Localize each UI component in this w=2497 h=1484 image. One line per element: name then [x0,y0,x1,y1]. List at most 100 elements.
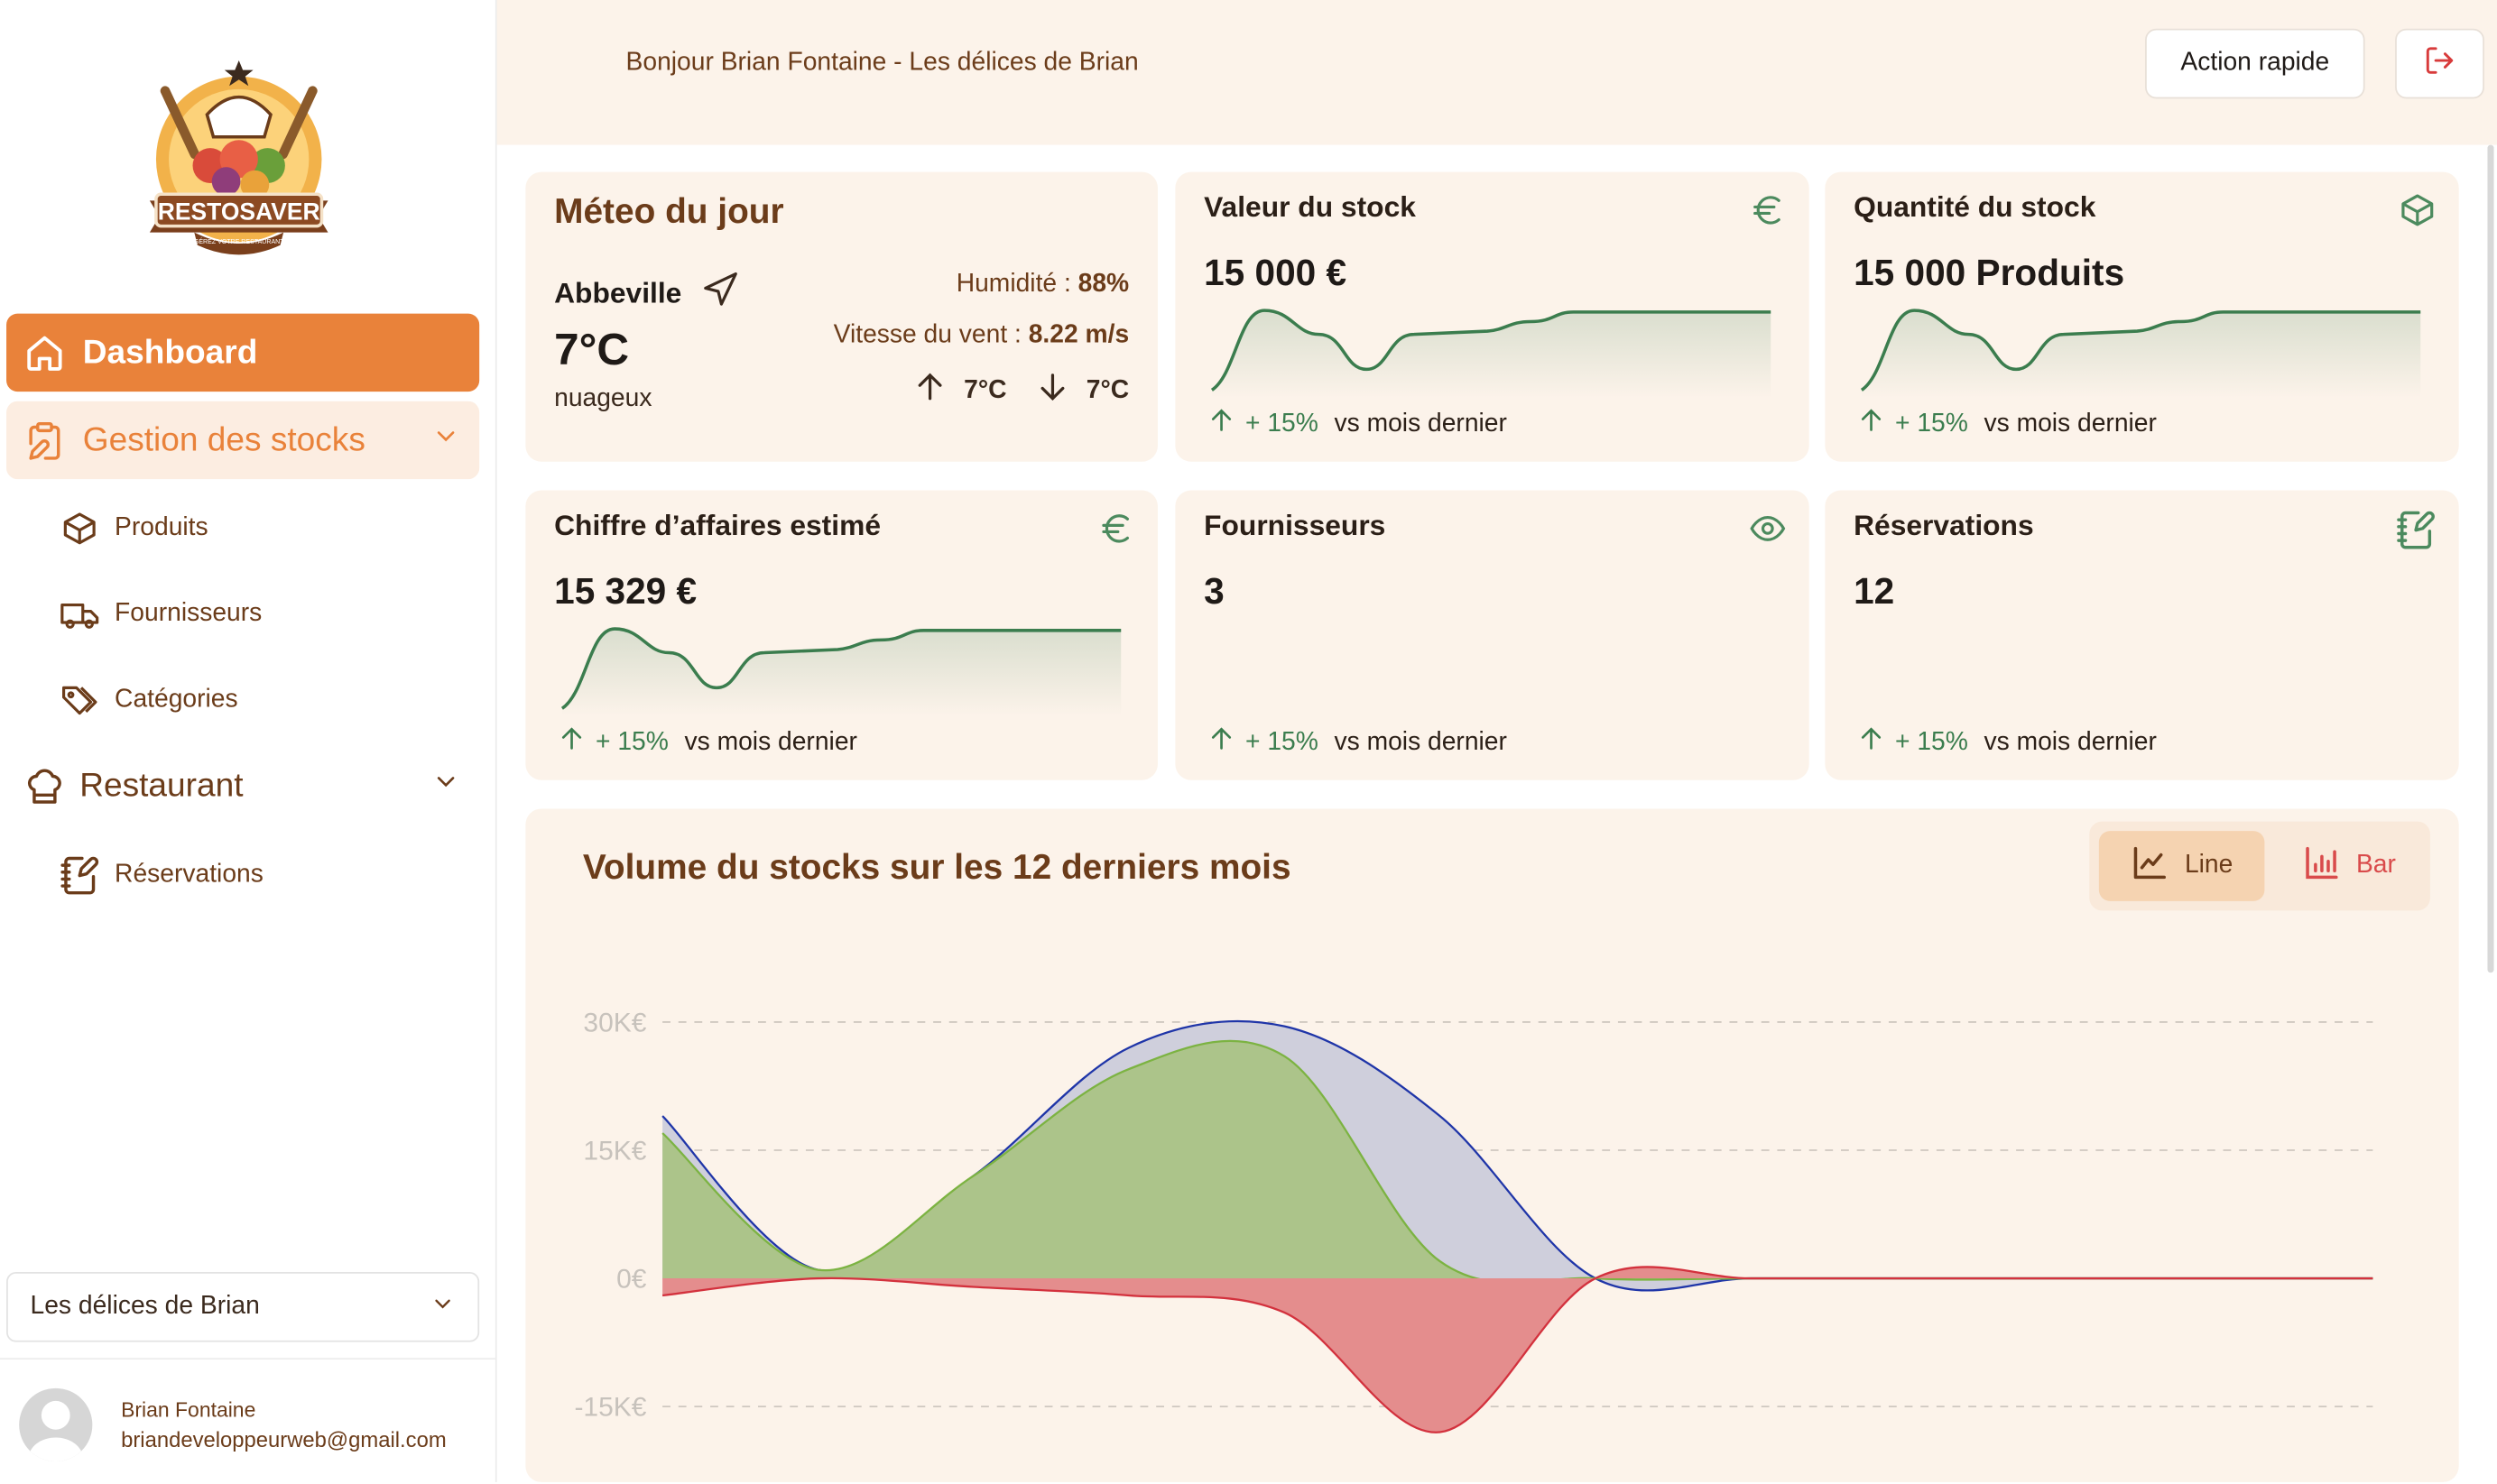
humidity-label: Humidité : [957,271,1078,298]
user-name: Brian Fontaine [121,1397,255,1421]
trend-up-icon [1857,724,1886,761]
suppliers-card: Fournisseurs 3 + 15% vs mois dernier [1175,491,1808,780]
box-icon [2399,191,2437,237]
home-icon [23,330,67,374]
user-email: briandeveloppeurweb@gmail.com [121,1428,447,1452]
sidebar-item-label: Catégories [115,687,238,715]
restaurant-select-value: Les délices de Brian [31,1293,430,1322]
greeting-text: Bonjour Brian Fontaine - Les délices de … [626,50,1139,78]
sidebar-item-label: Fournisseurs [115,600,262,629]
arrow-down-icon [1035,369,1070,412]
card-value: 15 329 € [554,570,697,613]
chevron-down-icon [431,768,460,806]
trend-label: vs mois dernier [1334,410,1506,438]
tags-icon [58,678,102,723]
sidebar-item-reservations[interactable]: Réservations [58,843,480,908]
clipboard-pen-icon [23,418,67,462]
stock-quantity-card: Quantité du stock 15 000 Produits + 15% … [1825,172,2458,462]
trend-label: vs mois dernier [1334,728,1506,757]
sidebar-item-restaurant[interactable]: Restaurant [6,751,479,822]
sparkline [1204,302,1771,398]
trend-percent: + 15% [1895,728,1968,757]
trend-up-icon [1207,724,1236,761]
arrow-up-icon [913,369,948,412]
temp-max: 7°C [964,376,1006,405]
sidebar-item-gestion-stocks[interactable]: Gestion des stocks [6,401,479,479]
revenue-card: Chiffre d’affaires estimé 15 329 € + 15%… [525,491,1158,780]
series-area-2 [662,1267,2372,1432]
trend-percent: + 15% [596,728,669,757]
trend-percent: + 15% [1895,410,1968,438]
user-profile[interactable]: Brian Fontaine briandeveloppeurweb@gmail… [0,1358,495,1483]
top-bar: Bonjour Brian Fontaine - Les délices de … [497,0,2497,145]
card-title: Chiffre d’affaires estimé [554,510,881,543]
sidebar-item-label: Restaurant [79,768,431,806]
chevron-down-icon [431,421,460,459]
trend-indicator: + 15% vs mois dernier [1207,724,1507,761]
trend-up-icon [1857,406,1886,443]
logout-icon [2424,44,2455,84]
weather-temperature: 7°C [554,325,629,375]
humidity-value: 88% [1078,271,1130,298]
sidebar-item-fournisseurs[interactable]: Fournisseurs [58,583,480,647]
weather-card: Méteo du jour Abbeville 7°C nuageux Humi… [525,172,1158,462]
notebook-pen-icon [2395,510,2437,559]
y-tick-label: 15K€ [583,1137,646,1166]
y-tick-label: 30K€ [583,1009,646,1038]
trend-indicator: + 15% vs mois dernier [1857,724,2157,761]
avatar[interactable] [19,1388,92,1461]
chef-hat-icon [23,764,67,808]
stock-volume-area-chart: 30K€ 15K€ 0€ -15K€ [525,808,2458,1481]
weather-wind: Vitesse du vent : 8.22 m/s [834,321,1130,350]
sidebar-item-produits[interactable]: Produits [58,497,480,561]
sidebar-item-label: Produits [115,514,208,543]
logo-tagline: GÉREZ VOTRE RESTAURANT [194,237,284,245]
trend-label: vs mois dernier [684,728,856,757]
card-value: 15 000 Produits [1854,252,2124,295]
scrollbar[interactable] [2487,145,2493,973]
trend-indicator: + 15% vs mois dernier [1857,406,2157,443]
sidebar-item-dashboard[interactable]: Dashboard [6,314,479,392]
stock-value-card: Valeur du stock 15 000 € + 15% vs mois d… [1175,172,1808,462]
wind-label: Vitesse du vent : [834,321,1029,348]
card-value: 12 [1854,570,1894,613]
card-value: 15 000 € [1204,252,1346,295]
euro-icon [1097,510,1135,556]
logo-text: RESTOSAVER [158,198,320,226]
chevron-down-icon [430,1290,455,1323]
card-value: 3 [1204,570,1225,613]
wind-value: 8.22 m/s [1029,321,1129,348]
restosaver-logo[interactable]: RESTOSAVER GÉREZ VOTRE RESTAURANT [127,51,350,273]
quick-action-button[interactable]: Action rapide [2145,29,2365,99]
logout-button[interactable] [2395,29,2484,99]
euro-icon [1749,191,1787,237]
reservations-card: Réservations 12 + 15% vs mois dernier [1825,491,2458,780]
card-title: Quantité du stock [1854,191,2095,225]
sparkline [1854,302,2420,398]
box-icon [58,506,102,550]
y-tick-label: 0€ [616,1265,647,1295]
trend-indicator: + 15% vs mois dernier [558,724,857,761]
stock-volume-chart-card: Volume du stocks sur les 12 derniers moi… [525,808,2458,1481]
sparkline [554,621,1121,716]
sidebar-item-label: Gestion des stocks [83,421,431,459]
temp-min: 7°C [1087,376,1129,405]
trend-label: vs mois dernier [1984,410,2156,438]
trend-up-icon [1207,406,1236,443]
sidebar-item-categories[interactable]: Catégories [58,668,480,733]
sidebar-item-label: Réservations [115,862,264,890]
y-tick-label: -15K€ [574,1393,646,1423]
notebook-pen-icon [58,853,102,898]
navigation-icon [701,271,739,317]
card-title: Fournisseurs [1204,510,1385,543]
weather-city: Abbeville [554,277,681,310]
trend-label: vs mois dernier [1984,728,2156,757]
weather-title: Méteo du jour [554,191,784,233]
trend-indicator: + 15% vs mois dernier [1207,406,1507,443]
card-title: Valeur du stock [1204,191,1416,225]
trend-up-icon [558,724,587,761]
weather-condition: nuageux [554,385,652,414]
truck-icon [58,592,102,636]
sidebar: RESTOSAVER GÉREZ VOTRE RESTAURANT Dashbo… [0,0,497,1482]
restaurant-select[interactable]: Les délices de Brian [6,1272,479,1342]
